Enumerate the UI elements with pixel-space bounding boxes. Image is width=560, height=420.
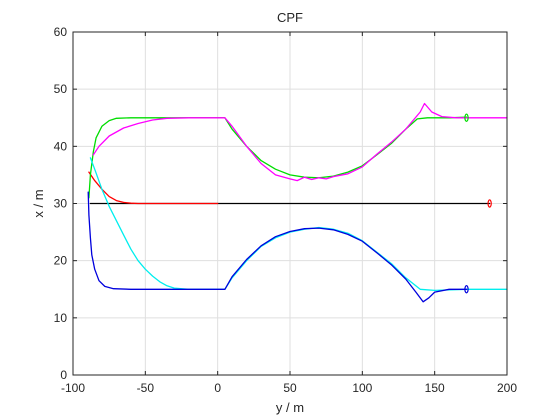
x-tick-label: 100 (352, 381, 372, 395)
x-tick-label: -100 (61, 381, 85, 395)
x-tick-label: 50 (283, 381, 297, 395)
x-tick-label: -50 (137, 381, 155, 395)
x-tick-label: 200 (497, 381, 517, 395)
series-line-4 (89, 157, 508, 292)
y-tick-label: 10 (54, 311, 68, 325)
y-tick-label: 40 (54, 139, 68, 153)
series-end-marker-5 (464, 285, 469, 294)
series-layer (87, 102, 508, 303)
y-tick-label: 30 (54, 197, 68, 211)
tick-layer: -100 -50 0 50 100 150 200 0 10 20 30 40 50 60 (54, 25, 518, 395)
y-tick-label: 20 (54, 254, 68, 268)
x-tick-label: 150 (425, 381, 445, 395)
x-tick-label: 0 (214, 381, 221, 395)
y-tick-label: 0 (60, 368, 67, 382)
x-axis-label: y / m (276, 400, 304, 415)
series-end-marker-2 (464, 113, 469, 122)
marker-layer (464, 113, 492, 294)
y-tick-label: 50 (54, 82, 68, 96)
series-line-1 (88, 171, 219, 205)
series-line-5 (87, 191, 468, 303)
series-line-3 (92, 102, 508, 182)
chart-title: CPF (277, 10, 303, 25)
y-axis-label: x / m (31, 189, 46, 217)
series-end-marker-0 (487, 199, 492, 208)
y-tick-label: 60 (54, 25, 68, 39)
